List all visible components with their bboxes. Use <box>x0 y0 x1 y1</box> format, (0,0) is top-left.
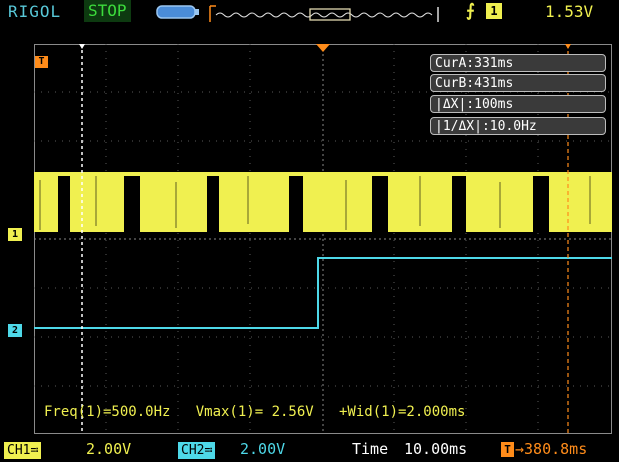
rising-edge-icon: ⨍ <box>466 1 475 21</box>
trigger-source-badge: 1 <box>486 3 502 19</box>
ch2-volts-per-div: 2.00V <box>240 440 286 458</box>
trigger-offset-icon: T <box>501 442 514 457</box>
ch2-ground-marker[interactable]: 2 <box>8 324 22 337</box>
trigger-marker: T <box>35 56 48 68</box>
ch1-volts-per-div: 2.00V <box>86 440 132 458</box>
trigger-position-marker <box>316 44 330 52</box>
cursor-b-readout: CurB:431ms <box>430 74 606 92</box>
ch1-coupling-badge[interactable]: CH1≕ <box>4 442 42 459</box>
timebase-scale: 10.00ms <box>404 440 468 458</box>
trigger-offset-value: →380.8ms <box>515 440 588 458</box>
ch1-trace <box>34 172 612 232</box>
cursor-a-readout: CurA:331ms <box>430 54 606 72</box>
ch2-coupling-badge[interactable]: CH2≕ <box>178 442 216 459</box>
timebase-overview-icon <box>209 5 439 22</box>
ch1-ground-marker[interactable]: 1 <box>8 228 22 241</box>
measurement-readout: Freq(1)=500.0Hz Vmax(1)= 2.56V +Wid(1)=2… <box>44 404 466 420</box>
brand-logo: RIGOL <box>8 2 62 21</box>
trigger-level: 1.53V <box>545 2 594 21</box>
cursor-delta-readout: |ΔX|:100ms <box>430 95 606 113</box>
run-stop-status[interactable]: STOP <box>84 0 131 22</box>
cursor-inverse-delta-readout: |1/ΔX|:10.0Hz <box>430 117 606 135</box>
timebase-label: Time <box>352 440 389 458</box>
battery-icon <box>156 5 199 19</box>
ch2-trace <box>34 257 612 329</box>
